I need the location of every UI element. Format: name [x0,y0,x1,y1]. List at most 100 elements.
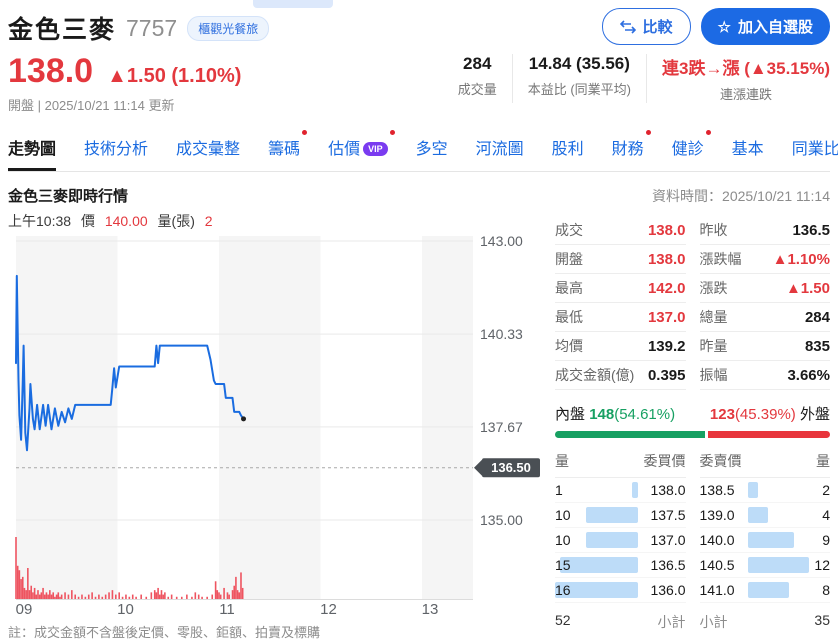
outer-pct: (45.39%) [734,406,796,423]
tab-1[interactable]: 技術分析 [84,127,148,171]
inner-outer-row: 內盤 148(54.61%) 123(45.39%) 外盤 [555,403,830,424]
volume-bar [155,592,158,599]
volume-bar [228,594,230,599]
outer-label: 外盤 [799,406,830,423]
volume-bar [131,594,134,599]
tab-2[interactable]: 成交彙整 [176,127,240,171]
volume-bar [211,594,214,599]
volume-bar [240,572,242,599]
tab-0[interactable]: 走勢圖 [8,127,57,171]
volume-bar [27,568,29,599]
volume-bar [74,594,77,599]
volume-bar [175,596,178,599]
intraday-chart[interactable]: 143.00 140.33 137.67 135.00 136.50 09 10 11 12 13 [8,234,543,618]
volume-bar [162,594,164,599]
hour-band [320,236,422,599]
tab-5[interactable]: 多空 [416,127,448,171]
volume-bar [121,596,124,599]
order-book-buy-row: 10 137.0 [555,528,686,553]
volume-bar [153,590,156,599]
buy-volume: 15 [555,557,571,573]
buy-vol-header: 量 [555,453,569,469]
volume-bar [30,585,33,599]
outer-value: 123 [709,406,735,423]
volume-bar [57,592,60,599]
update-time: 開盤 | 2025/10/21 11:14 更新 [8,98,175,113]
order-book-sell-row: 140.0 9 [699,528,830,553]
volume-bar [226,592,229,599]
inner-bar [555,431,706,438]
quote-row: 均價 139.2 [555,332,686,361]
sell-volume-bar [747,482,758,498]
quote-value: ▲1.10% [772,250,830,268]
volume-bar [94,596,97,599]
sell-volume: 12 [814,557,830,573]
order-book-buy-row: 1 138.0 [555,478,686,503]
buy-volume-bar [555,582,638,598]
tab-4[interactable]: 估價 VIP [328,127,395,171]
tab-11[interactable]: 同業比較 [792,127,838,171]
sell-volume: 4 [822,507,830,523]
volume-bar [25,590,27,599]
volume-bar [241,587,244,599]
x-axis-label: 11 [219,601,235,618]
order-book-sell-row: 140.5 12 [699,553,830,578]
volume-bar [64,592,66,599]
volume-bar [233,585,236,599]
buy-price: 137.0 [650,532,686,548]
order-book-sell-row: 139.0 4 [699,503,830,528]
sell-price: 140.5 [699,557,735,573]
quote-label: 振幅 [699,367,728,383]
vip-badge: VIP [363,142,388,156]
add-watchlist-button[interactable]: ☆ 加入自選股 [700,8,830,45]
tab-label: 籌碼 [268,141,301,158]
y-axis-label: 143.00 [480,234,523,249]
tab-8[interactable]: 財務 [612,127,651,171]
volume-bar [135,596,137,599]
tab-3[interactable]: 籌碼 [268,127,308,171]
tab-9[interactable]: 健診 [672,127,711,171]
x-axis-label: 09 [16,601,33,618]
volume-bar [28,590,31,599]
buy-price: 137.5 [650,507,686,523]
hour-band [422,236,473,599]
volume-bar [157,587,159,599]
quote-value: 137.0 [647,308,686,326]
volume-bar [77,596,80,599]
volume-bar [45,592,48,599]
compare-button[interactable]: 比較 [601,8,691,45]
volume-bar [38,594,41,599]
inner-outer-bar [555,431,830,438]
sector-tag[interactable]: 櫃觀光餐旅 [187,15,270,41]
x-axis-label: 13 [422,601,439,618]
tab-6[interactable]: 河流圖 [476,127,524,171]
sell-volume: 2 [822,482,830,498]
x-axis-label: 10 [117,601,134,618]
volume-bar [101,596,104,599]
volume-bar [50,594,53,599]
hour-band [117,236,219,599]
quote-value: ▲1.50 [785,279,830,297]
volume-bar [20,579,22,599]
sell-price: 138.5 [699,482,735,498]
quote-label: 昨收 [699,222,728,238]
tooltip-vol: 2 [204,213,213,229]
x-axis-label: 12 [320,601,337,618]
volume-bar [186,594,188,599]
volume-bar [91,592,93,599]
quote-value: 138.0 [647,250,686,268]
volume-bar [54,596,56,599]
volume-bar [216,590,219,599]
compare-arrows-icon [619,19,636,34]
tab-7[interactable]: 股利 [552,127,584,171]
y-axis-label: 140.33 [480,326,523,342]
volume-bar [60,594,63,599]
quote-row: 昨量 835 [699,332,830,361]
tab-10[interactable]: 基本 [732,127,764,171]
volume-bar [23,587,26,599]
volume-bar [111,590,114,599]
sell-total: 35 [814,612,830,628]
sell-subtotal-label: 小計 [699,614,728,630]
quote-label: 昨量 [699,338,728,354]
tooltip-time: 上午10:38 [8,213,72,229]
